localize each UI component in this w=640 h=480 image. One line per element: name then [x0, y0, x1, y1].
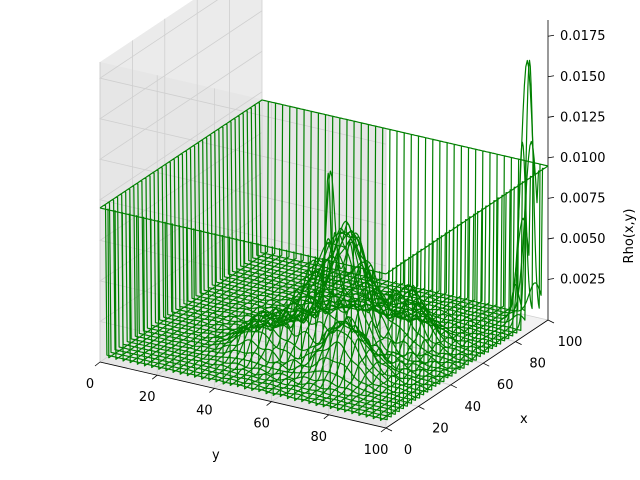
wire-line-y — [149, 110, 313, 369]
wire-line-y — [307, 147, 470, 405]
x-gridline — [164, 18, 451, 386]
x-axis-label: x — [520, 412, 528, 427]
y-tick-mark — [380, 427, 387, 433]
wire-line-y — [142, 109, 306, 367]
wire-line-y — [357, 158, 520, 416]
axis-lines — [99, 20, 549, 429]
x-tick-mark — [483, 362, 490, 367]
z-tick-mark — [547, 278, 555, 280]
wire-line-y — [113, 102, 277, 360]
x-tick-mark — [385, 427, 393, 432]
z-tick-mark — [547, 237, 555, 240]
wire-line-y — [156, 112, 320, 370]
y-tick-mark — [151, 374, 158, 380]
z-gridline — [99, 0, 387, 145]
x-tick-mark — [418, 406, 425, 410]
z-tick-mark — [547, 75, 555, 78]
wire-line-y — [314, 148, 477, 407]
z-tick-label: 0.0050 — [560, 232, 606, 247]
wire-line-y — [385, 165, 549, 275]
z-axis-label: Rho(x,y) — [622, 209, 637, 264]
z-tick-label: 0.0150 — [560, 70, 606, 85]
wire-line-y — [221, 127, 384, 385]
wire-line-y — [128, 106, 291, 364]
wire-line-y — [292, 143, 456, 402]
x-tick-label: 0 — [404, 443, 412, 458]
wire-line-y — [256, 135, 420, 393]
x-tick-mark — [450, 384, 457, 389]
wire-line-y — [335, 153, 499, 412]
z-tick-label: 0.0125 — [560, 110, 606, 125]
wire-line-y — [185, 119, 349, 377]
x-tick-label: 100 — [558, 335, 583, 350]
z-tick-label: 0.0025 — [560, 272, 606, 287]
x-tick-label: 40 — [465, 400, 482, 415]
wire-line-y — [321, 150, 484, 408]
tick-labels: 0 20 40 60 80 100 0 20 40 60 80 100 0.0025 0.0050 0.00… — [86, 29, 606, 458]
z-tick-mark — [547, 34, 555, 37]
wire-line-y — [371, 141, 535, 420]
z-gridline — [99, 10, 387, 186]
wire-line-y — [135, 107, 299, 365]
wire-line-y — [349, 157, 513, 415]
z-tick-label: 0.0175 — [560, 29, 606, 44]
y-tick-label: 80 — [311, 430, 328, 445]
x-tick-mark — [515, 341, 522, 345]
y-tick-mark — [323, 414, 330, 420]
wire-line-y — [249, 134, 413, 391]
wire-line-y — [121, 104, 284, 362]
x-tick-mark — [547, 319, 555, 324]
z-gridline — [99, 50, 387, 226]
y-tick-label: 100 — [364, 443, 389, 458]
z-tick-mark — [547, 156, 555, 159]
wire-line-y — [242, 132, 406, 390]
wire-line-y — [99, 99, 263, 209]
z-gridline — [99, 91, 387, 267]
surface-wireframe — [99, 59, 549, 421]
y-tick-mark — [266, 401, 272, 406]
wire-line-y — [264, 137, 427, 395]
wire-line-y — [106, 101, 270, 359]
z-tick-mark — [547, 196, 555, 199]
wire-line-y — [171, 115, 334, 373]
wire-line-y — [192, 120, 356, 378]
wire-line-y — [235, 130, 399, 388]
z-tick-label: 0.0075 — [560, 191, 606, 206]
wire-line-y — [342, 155, 506, 413]
wire-line-y — [164, 114, 327, 372]
z-tick-label: 0.0100 — [560, 151, 606, 166]
wire-line-y — [299, 145, 463, 403]
wire-line-y — [364, 160, 527, 418]
wire-line-y — [328, 152, 492, 410]
y-tick-label: 20 — [139, 390, 156, 405]
y-tick-mark — [209, 388, 215, 393]
wire-line-y — [228, 129, 392, 386]
y-tick-label: 40 — [196, 403, 213, 418]
y-tick-label: 60 — [253, 417, 270, 432]
wire-line-y — [378, 59, 542, 421]
x-tick-label: 80 — [529, 357, 546, 372]
y-axis-label: y — [212, 448, 220, 463]
y-axis-line — [99, 361, 387, 429]
y-tick-mark — [94, 361, 101, 367]
x-axis-line — [385, 319, 549, 429]
x-tick-label: 20 — [432, 421, 449, 436]
z-tick-mark — [547, 115, 555, 118]
y-tick-label: 0 — [86, 377, 94, 392]
x-tick-label: 60 — [497, 378, 514, 393]
